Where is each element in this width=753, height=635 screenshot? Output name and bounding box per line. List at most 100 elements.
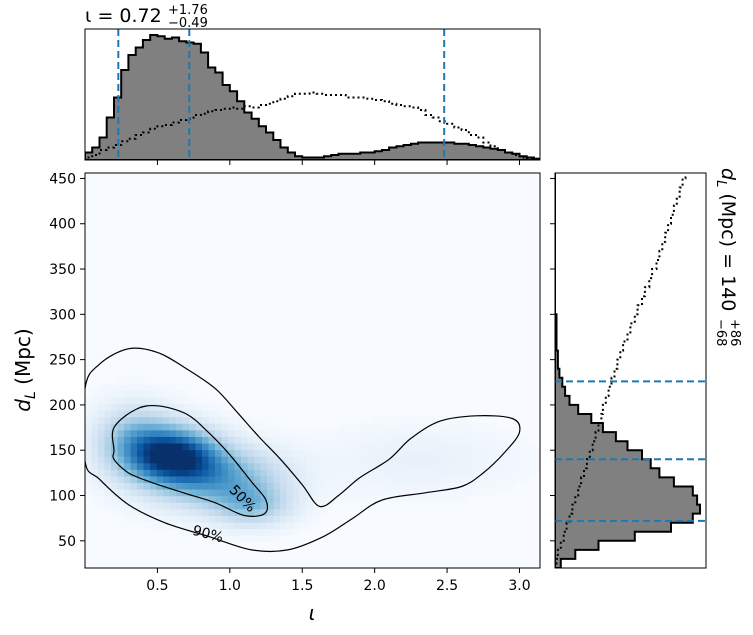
density-cell [182,436,190,444]
density-cell [98,469,106,477]
density-cell [494,469,502,477]
density-cell [176,482,184,490]
density-cell [104,416,112,424]
density-cell [319,502,327,510]
density-cell [254,528,262,536]
density-cell [208,449,216,457]
density-cell [306,515,314,523]
density-cell [416,475,424,484]
density-cell [208,475,216,484]
density-cell [85,436,93,444]
density-cell [527,462,535,470]
density-cell [163,521,171,530]
density-cell [312,495,320,503]
density-cell [351,495,359,503]
density-cell [124,495,132,503]
density-cell [202,449,210,457]
density-cell [124,456,132,464]
density-cell [247,521,255,530]
density-cell [111,403,119,411]
density-cell [85,469,93,477]
density-cell [293,508,301,516]
density-cell [293,515,301,523]
density-cell [345,423,353,431]
density-cell [475,423,483,431]
density-cell [475,436,483,444]
density-cell [215,521,223,530]
density-cell [130,482,138,490]
density-cell [150,429,158,437]
density-cell [215,423,223,431]
density-cell [416,495,424,503]
density-cell [91,423,99,431]
density-cell [273,515,281,523]
density-cell [390,442,398,451]
density-cell [176,390,184,398]
density-cell [241,475,249,484]
density-cell [130,449,138,457]
density-cell [111,495,119,503]
density-cell [260,515,268,523]
density-cell [156,475,164,484]
density-cell [410,429,418,437]
right-title-sub: L [713,180,728,187]
density-cell [306,456,314,464]
density-cell [143,442,151,451]
density-cell [85,449,93,457]
density-cell [416,442,424,451]
density-cell [520,462,528,470]
density-cell [254,462,262,470]
density-cell [98,423,106,431]
density-cell [338,495,346,503]
density-cell [286,449,294,457]
density-cell [137,423,145,431]
density-cell [234,423,242,431]
density-cell [507,436,515,444]
density-cell [306,429,314,437]
density-cell [104,410,112,418]
density-cell [202,423,210,431]
density-cell [397,489,405,497]
density-cell [111,442,119,451]
density-cell [124,390,132,398]
contour-label: 90% [191,523,225,547]
density-cell [247,482,255,490]
density-cell [215,489,223,497]
density-cell [455,449,463,457]
density-cell [221,502,229,510]
right-posterior-histogram [555,173,701,568]
density-cell [182,495,190,503]
density-cell [494,429,502,437]
density-cell [475,429,483,437]
density-cell [325,495,333,503]
density-cell [182,482,190,490]
density-cell [215,410,223,418]
density-cell [514,475,522,484]
density-cell [182,462,190,470]
density-cell [150,475,158,484]
density-cell [143,469,151,477]
density-cell [312,456,320,464]
density-cell [260,502,268,510]
density-cell [228,462,236,470]
density-cell [293,456,301,464]
density-cell [293,502,301,510]
density-cell [189,416,197,424]
density-cell [507,482,515,490]
density-cell [455,495,463,503]
density-cell [247,475,255,484]
density-cell [455,423,463,431]
density-cell [169,502,177,510]
density-cell [163,410,171,418]
density-cell [403,429,411,437]
density-cell [345,489,353,497]
density-cell [85,475,93,484]
density-cell [403,442,411,451]
density-cell [234,515,242,523]
density-cell [507,456,515,464]
density-cell [436,489,444,497]
density-cell [215,508,223,516]
density-cell [514,456,522,464]
density-cell [397,462,405,470]
density-cell [351,489,359,497]
